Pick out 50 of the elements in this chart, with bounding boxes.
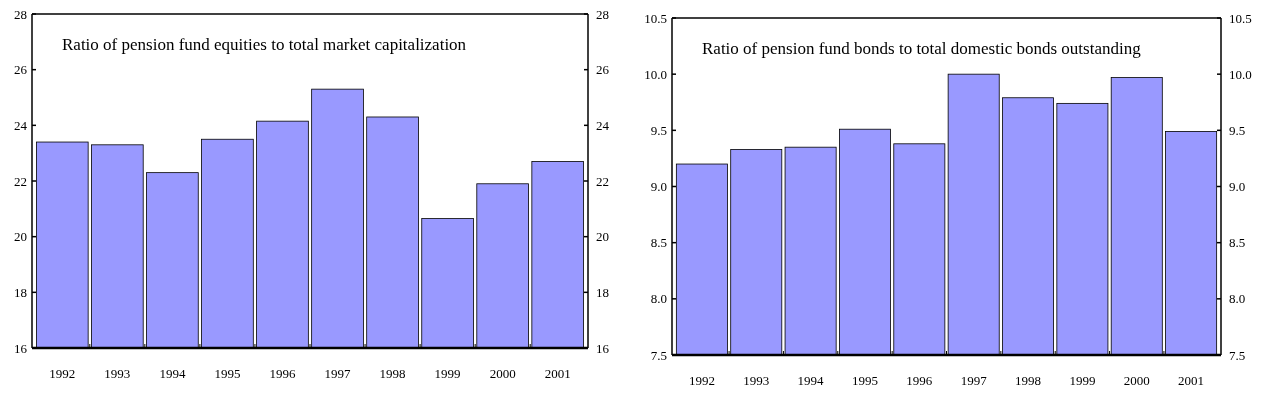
x-tick-label: 1994 bbox=[159, 366, 186, 381]
y2-tick-label: 9.0 bbox=[1229, 179, 1246, 195]
y-tick-label: 10.5 bbox=[644, 10, 667, 26]
x-tick-label: 2001 bbox=[544, 366, 571, 381]
x-tick-label: 1992 bbox=[688, 373, 715, 388]
x-tick-label: 1995 bbox=[214, 366, 241, 381]
y2-tick-label: 22 bbox=[596, 173, 609, 189]
y-tick-label: 18 bbox=[14, 284, 27, 300]
y-tick-label: 9.5 bbox=[650, 122, 667, 138]
x-tick-label: 2001 bbox=[1178, 373, 1205, 388]
y-tick-label: 8.0 bbox=[650, 291, 667, 307]
x-tick-label: 1993 bbox=[743, 373, 770, 388]
y2-tick-label: 10.0 bbox=[1229, 66, 1252, 82]
y-tick-label: 10.0 bbox=[644, 66, 667, 82]
y-tick-label: 7.5 bbox=[650, 347, 667, 363]
y-tick-label: 22 bbox=[14, 173, 27, 189]
x-tick-label: 1998 bbox=[1015, 373, 1042, 388]
x-tick-label: 2000 bbox=[1123, 373, 1150, 388]
y-tick-label: 28 bbox=[14, 6, 27, 22]
x-tick-label: 1997 bbox=[324, 366, 352, 381]
y2-tick-label: 7.5 bbox=[1229, 347, 1246, 363]
y2-tick-label: 8.0 bbox=[1229, 291, 1246, 307]
x-tick-label: 1994 bbox=[797, 373, 825, 388]
y2-tick-label: 20 bbox=[596, 229, 609, 245]
x-tick-label: 1999 bbox=[434, 366, 461, 381]
y-tick-label: 9.0 bbox=[650, 179, 667, 195]
x-tick-label: 1997 bbox=[960, 373, 988, 388]
x-tick-label: 1992 bbox=[49, 366, 76, 381]
y2-tick-label: 18 bbox=[596, 284, 609, 300]
y2-tick-label: 24 bbox=[596, 117, 610, 133]
x-tick-label: 1993 bbox=[104, 366, 131, 381]
y-tick-label: 16 bbox=[14, 340, 28, 356]
y-tick-label: 8.5 bbox=[650, 235, 667, 251]
y2-tick-label: 16 bbox=[596, 340, 610, 356]
y-tick-label: 20 bbox=[14, 229, 27, 245]
y2-tick-label: 28 bbox=[596, 6, 609, 22]
x-tick-label: 1996 bbox=[269, 366, 296, 381]
x-tick-label: 1999 bbox=[1069, 373, 1096, 388]
text: Ratio of pension fund equities to total market capitalization bbox=[62, 35, 467, 54]
x-tick-label: 1998 bbox=[379, 366, 406, 381]
y-tick-label: 24 bbox=[14, 117, 28, 133]
x-tick-label: 2000 bbox=[489, 366, 516, 381]
text: Ratio of pension fund bonds to total domestic bonds outstanding bbox=[702, 39, 1142, 58]
y2-tick-label: 9.5 bbox=[1229, 122, 1246, 138]
y2-tick-label: 8.5 bbox=[1229, 235, 1246, 251]
x-tick-label: 1996 bbox=[906, 373, 933, 388]
x-tick-label: 1995 bbox=[851, 373, 878, 388]
y-tick-label: 26 bbox=[14, 62, 28, 78]
y2-tick-label: 26 bbox=[596, 62, 610, 78]
y2-tick-label: 10.5 bbox=[1229, 10, 1252, 26]
